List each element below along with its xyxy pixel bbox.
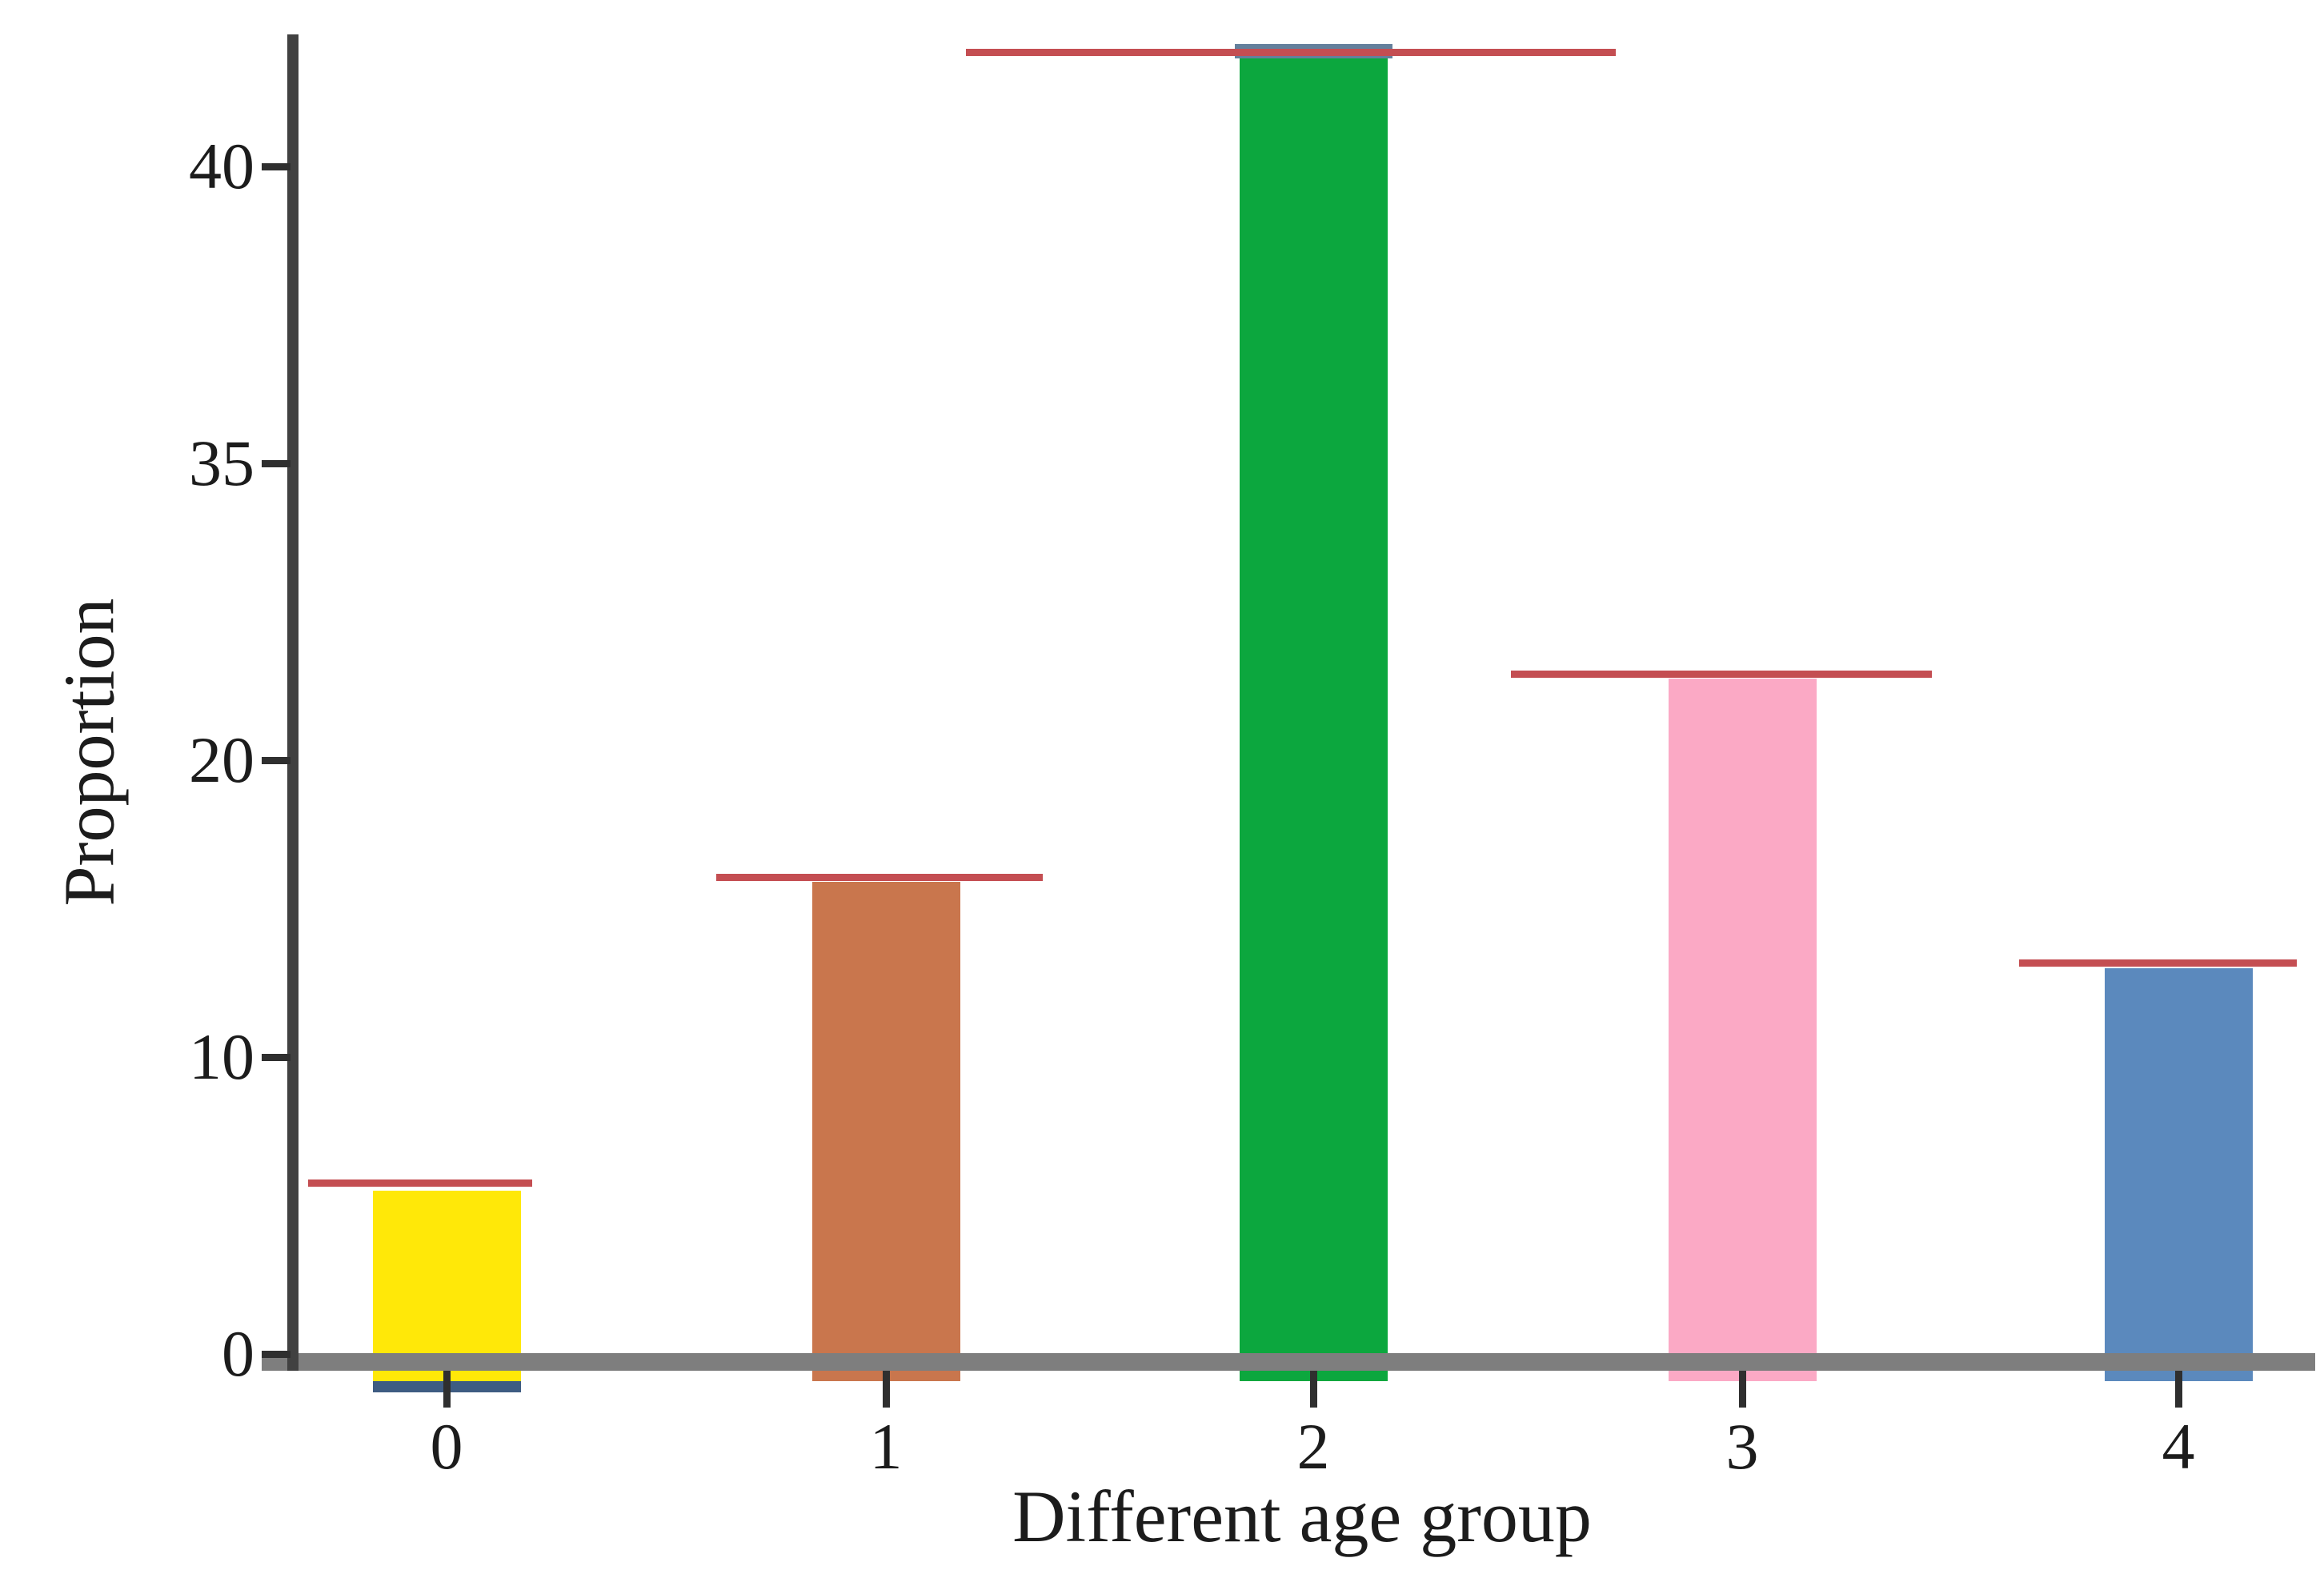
x-axis-line (262, 1353, 2315, 1371)
bar-3 (1669, 679, 1817, 1381)
x-tick-label-4: 4 (2162, 1410, 2195, 1483)
y-tick-label-35: 35 (189, 427, 254, 499)
expected-line-1 (716, 874, 1043, 881)
x-tick-label-1: 1 (869, 1410, 903, 1483)
bar-2 (1240, 58, 1388, 1381)
y-tick-label-0: 0 (222, 1317, 254, 1390)
expected-line-4 (2019, 959, 2297, 967)
y-tick-0 (262, 1350, 290, 1358)
y-tick-10 (262, 1053, 290, 1061)
x-tick-label-2: 2 (1296, 1410, 1330, 1483)
x-tick-1 (882, 1371, 890, 1408)
y-tick-40 (262, 162, 290, 170)
bar-1 (812, 882, 960, 1381)
y-tick-label-40: 40 (189, 130, 254, 202)
x-tick-label-3: 3 (1725, 1410, 1759, 1483)
y-tick-label-10: 10 (189, 1020, 254, 1093)
x-tick-2 (1309, 1371, 1317, 1408)
expected-line-2 (966, 49, 1616, 56)
y-tick-label-20: 20 (189, 723, 254, 796)
bar-4 (2105, 968, 2253, 1381)
y-tick-35 (262, 459, 290, 467)
x-tick-0 (443, 1371, 451, 1408)
x-tick-3 (1738, 1371, 1746, 1408)
y-tick-20 (262, 756, 290, 764)
y-axis-spine (287, 34, 299, 1371)
expected-line-0 (308, 1179, 532, 1187)
x-tick-label-0: 0 (430, 1410, 463, 1483)
expected-line-3 (1511, 671, 1932, 678)
x-axis-title: Different age group (1012, 1476, 1592, 1557)
x-tick-4 (2174, 1371, 2182, 1408)
